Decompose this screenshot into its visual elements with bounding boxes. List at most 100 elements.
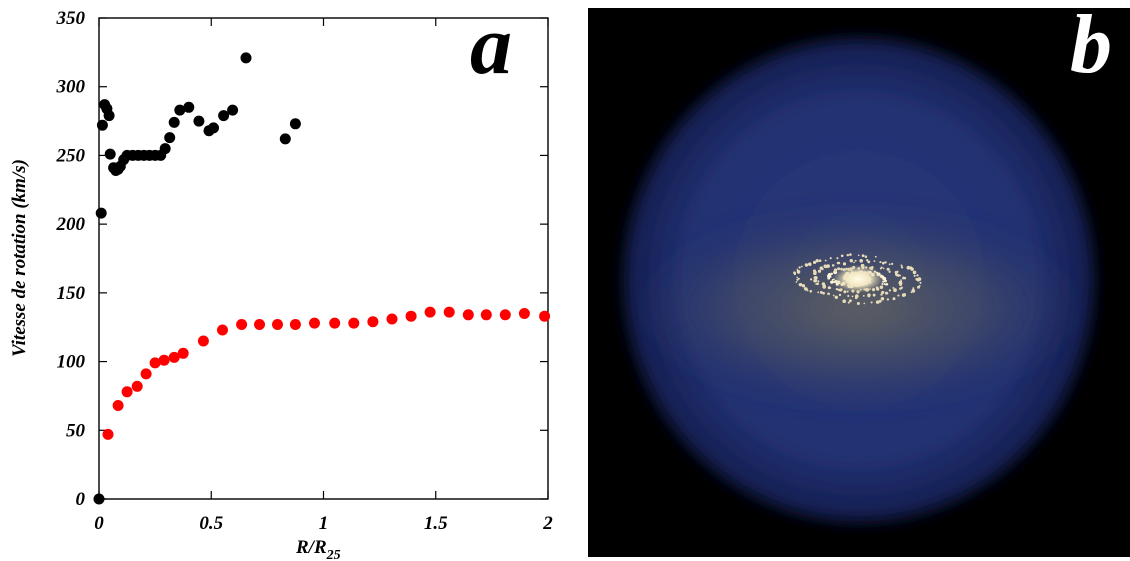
galaxy-star <box>913 274 916 277</box>
galaxy-star <box>919 281 922 284</box>
black-data-point <box>103 110 115 122</box>
galaxy-star <box>848 299 852 303</box>
galaxy-star <box>862 295 865 297</box>
red-data-point <box>102 428 114 440</box>
halo-disk-band <box>634 208 1084 408</box>
galaxy-star <box>875 300 880 304</box>
galaxy-star <box>847 294 850 298</box>
galaxy-star <box>857 254 860 257</box>
galaxy-star <box>897 294 900 297</box>
galaxy-star <box>800 265 803 268</box>
galaxy-star <box>835 287 838 291</box>
red-data-point <box>140 368 152 380</box>
galaxy-star <box>894 272 898 276</box>
galaxy-star <box>888 263 891 266</box>
galaxy-star <box>883 283 886 286</box>
galaxy-star <box>878 299 882 303</box>
galaxy-star <box>899 287 902 290</box>
galaxy-star <box>856 301 860 306</box>
galaxy-star <box>910 267 914 271</box>
red-data-point <box>424 306 436 318</box>
galaxy-star <box>812 260 817 265</box>
galaxy-star <box>804 263 809 267</box>
y-tick-label: 50 <box>66 420 86 441</box>
galaxy-star <box>831 264 835 267</box>
black-data-point <box>174 104 186 116</box>
galaxy-star <box>897 274 900 277</box>
red-data-point <box>329 317 341 329</box>
galaxy-star <box>812 269 817 273</box>
galaxy-star <box>849 253 852 256</box>
galaxy-star <box>902 293 907 297</box>
galaxy-star <box>880 293 883 296</box>
galaxy-star <box>903 276 907 280</box>
panel-label-b: b <box>1070 8 1112 91</box>
galaxy-star <box>864 255 868 258</box>
galaxy-star <box>881 261 885 265</box>
galaxy-star <box>853 261 855 264</box>
red-data-point <box>462 309 474 321</box>
galaxy-star <box>819 290 823 294</box>
galaxy-star <box>870 301 873 304</box>
galaxy-star <box>854 296 858 300</box>
black-data-point <box>164 132 176 144</box>
galaxy-star <box>804 287 808 291</box>
galaxy-star <box>906 265 911 270</box>
galaxy-star <box>886 267 890 271</box>
galaxy-star <box>900 279 902 281</box>
black-data-point <box>95 207 107 219</box>
black-data-point <box>93 493 105 505</box>
galaxy-star <box>798 266 801 269</box>
galaxy-star <box>879 285 884 290</box>
red-data-point <box>236 319 248 330</box>
galaxy-star <box>801 284 806 288</box>
red-data-point <box>480 309 492 321</box>
y-tick-label: 250 <box>56 145 86 166</box>
galaxy-star <box>867 294 871 298</box>
galaxy-star <box>873 260 876 262</box>
black-data-point <box>218 110 230 122</box>
galaxy-star <box>888 289 892 292</box>
x-axis-label-subscript: 25 <box>326 548 341 561</box>
red-data-point <box>217 324 228 336</box>
galaxy-star <box>798 283 801 286</box>
red-data-point <box>112 400 124 411</box>
black-data-point <box>159 143 171 155</box>
galaxy-star <box>899 274 902 277</box>
galaxy-star <box>828 273 831 276</box>
black-data-point <box>227 104 239 116</box>
red-data-point <box>539 310 551 322</box>
galaxy-star <box>818 259 822 262</box>
red-data-point <box>272 319 283 330</box>
galaxy-star <box>824 259 827 262</box>
galaxy-star <box>912 287 915 290</box>
black-data-point <box>168 116 180 128</box>
galaxy-star <box>796 270 801 274</box>
galaxy-star <box>796 268 799 271</box>
x-tick-label: 0.5 <box>199 513 223 534</box>
red-data-point <box>254 319 265 330</box>
galaxy-star <box>836 257 839 260</box>
galaxy-star <box>834 268 837 271</box>
black-data-point <box>279 133 291 145</box>
galaxy-star <box>881 290 885 294</box>
black-data-point <box>96 119 108 131</box>
galaxy-star <box>900 264 903 267</box>
galaxy-star <box>886 298 890 301</box>
galaxy-star <box>821 267 824 271</box>
galaxy-star <box>815 259 819 263</box>
galaxy-star <box>797 277 800 280</box>
galaxy-star <box>884 279 887 283</box>
galaxy-star <box>814 279 818 283</box>
galaxy-star <box>849 258 854 263</box>
x-tick-label: 1.5 <box>424 513 448 534</box>
galaxy-star <box>854 259 857 262</box>
y-tick-label: 150 <box>57 283 86 304</box>
galaxy-star <box>796 276 799 279</box>
red-data-point <box>367 316 379 328</box>
x-tick-label: 2 <box>542 513 553 534</box>
red-data-point <box>405 310 417 322</box>
galaxy-star <box>808 262 812 266</box>
red-data-point <box>168 351 180 363</box>
galaxy-star <box>827 292 830 296</box>
